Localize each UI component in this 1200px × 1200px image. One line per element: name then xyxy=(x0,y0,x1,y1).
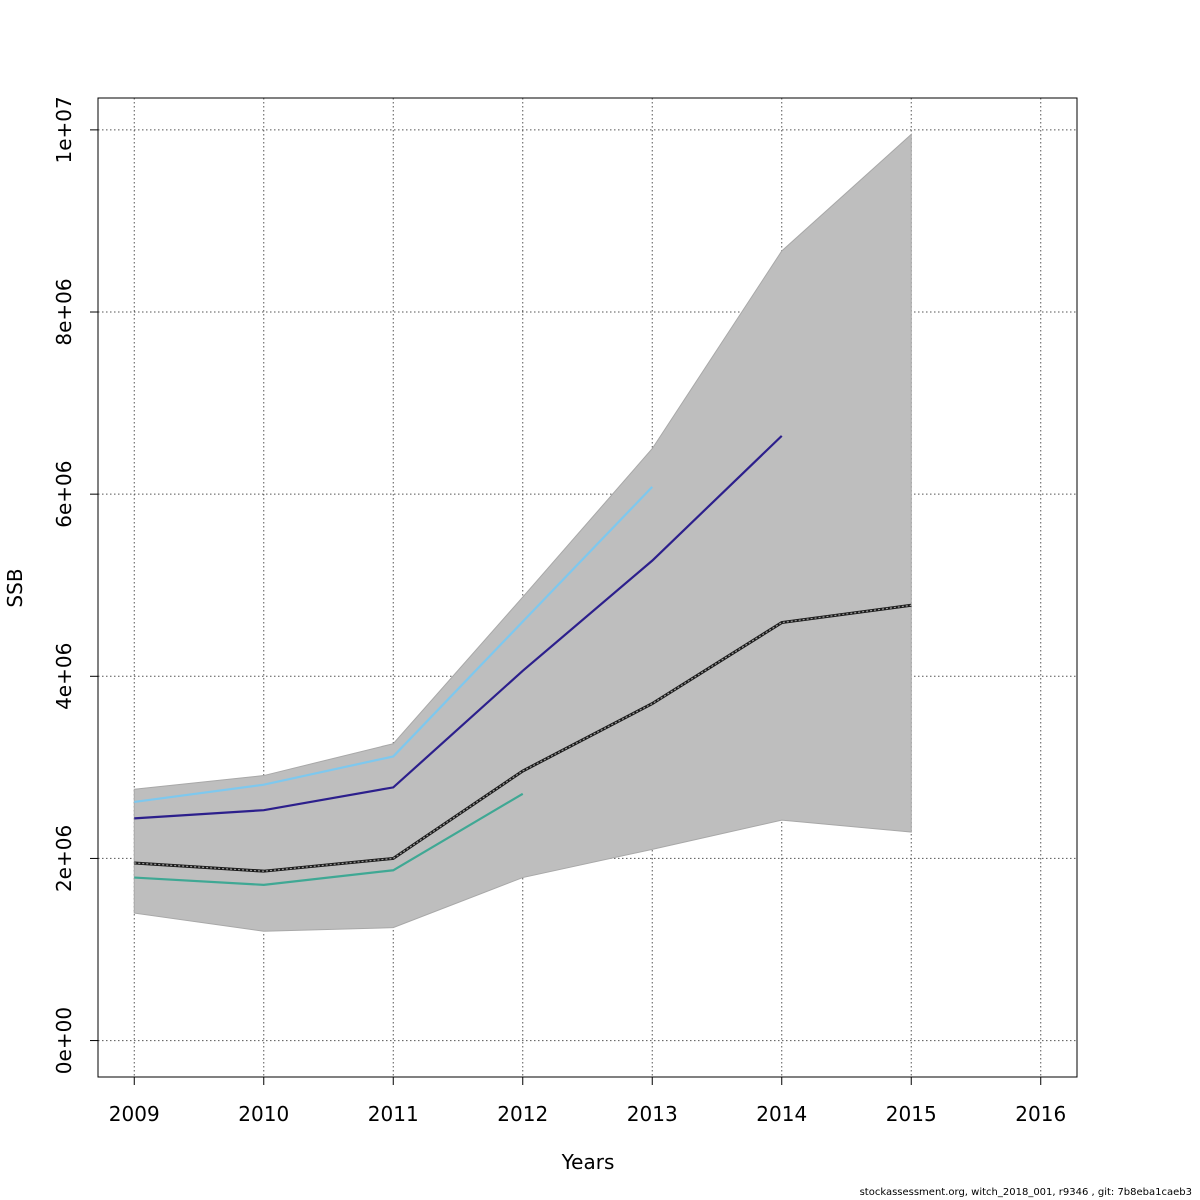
y-tick-label-5: 1e+07 xyxy=(52,96,76,163)
x-tick-label-2015: 2015 xyxy=(886,1102,937,1126)
y-axis-label: SSB xyxy=(3,568,27,607)
y-tick-label-1: 2e+06 xyxy=(52,825,76,892)
y-tick-label-3: 6e+06 xyxy=(52,461,76,528)
y-tick-label-0: 0e+00 xyxy=(52,1007,76,1074)
series-line-3 xyxy=(134,792,524,886)
y-tick-label-2: 4e+06 xyxy=(52,643,76,710)
x-tick-label-2012: 2012 xyxy=(497,1102,548,1126)
x-axis: 2009 2010 2011 2012 2013 2014 2015 2016 xyxy=(109,1076,1066,1126)
x-tick-label-2016: 2016 xyxy=(1015,1102,1066,1126)
x-tick-label-2010: 2010 xyxy=(238,1102,289,1126)
series-line-1 xyxy=(134,435,783,820)
series-lines xyxy=(134,435,912,886)
y-axis: 0e+00 2e+06 4e+06 6e+06 8e+06 1e+07 xyxy=(52,96,99,1074)
x-tick-label-2014: 2014 xyxy=(756,1102,807,1126)
series-line-0-dash xyxy=(134,604,912,872)
y-tick-label-4: 8e+06 xyxy=(52,278,76,345)
x-tick-label-2011: 2011 xyxy=(368,1102,419,1126)
confidence-band xyxy=(133,133,912,932)
x-tick-label-2013: 2013 xyxy=(627,1102,678,1126)
x-tick-label-2009: 2009 xyxy=(109,1102,160,1126)
confidence-band-area xyxy=(133,133,912,932)
series-line-2 xyxy=(134,486,654,804)
footer-note: stockassessment.org, witch_2018_001, r93… xyxy=(859,1187,1192,1198)
x-axis-label: Years xyxy=(561,1150,615,1174)
